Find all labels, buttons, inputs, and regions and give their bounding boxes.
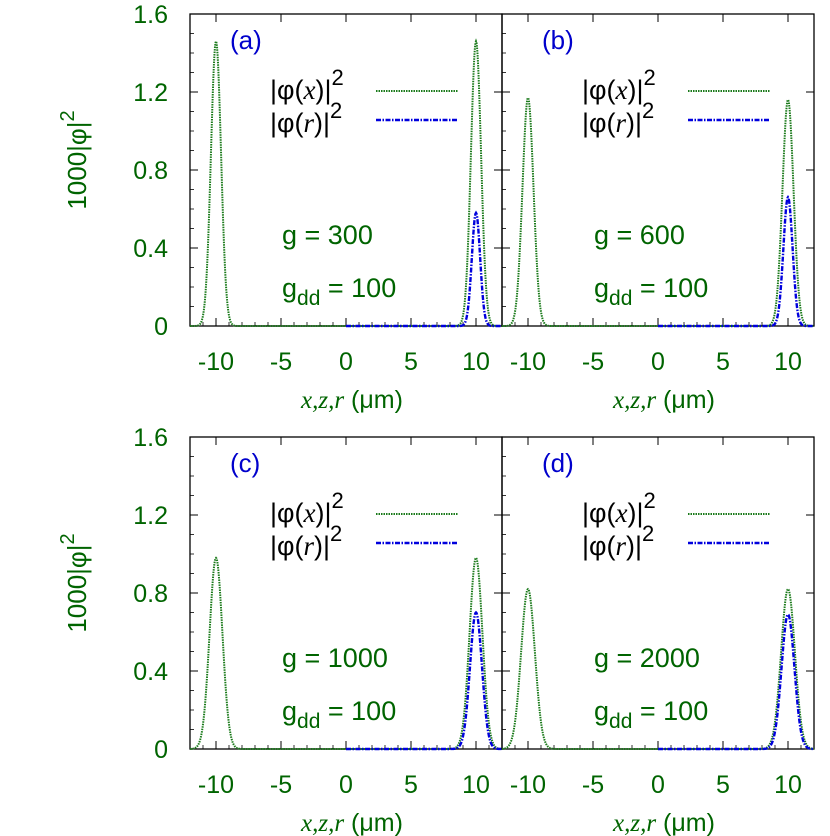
panel-label: (b) [542, 25, 574, 55]
y-tick-label: 0.8 [133, 157, 168, 185]
y-tick-label: 1.6 [133, 424, 168, 452]
legend-label-phi-r: |φ(r)|2 [582, 521, 654, 561]
panel-label: (a) [230, 25, 262, 55]
x-tick-label: -5 [270, 348, 292, 376]
legend-label-phi-x: |φ(x)|2 [582, 488, 656, 528]
legend: |φ(x)|2|φ(r)|2 [270, 488, 458, 561]
x-tick-label: -5 [582, 348, 604, 376]
x-tick-label: -5 [270, 771, 292, 799]
annotation-g: g = 2000 [594, 643, 700, 673]
annotation-g: g = 600 [594, 220, 685, 250]
x-tick-label: -10 [198, 348, 234, 376]
x-tick-label: 10 [774, 771, 802, 799]
x-axis-label: x,z,r (μm) [300, 809, 403, 836]
x-axis-label: x,z,r (μm) [300, 386, 403, 414]
y-tick-label: 0 [154, 313, 168, 341]
annotation-g: g = 1000 [282, 643, 388, 673]
x-tick-label: 5 [716, 348, 730, 376]
x-tick-label: 5 [404, 771, 418, 799]
y-tick-label: 1.6 [133, 1, 168, 29]
x-tick-label: 10 [774, 348, 802, 376]
panel-c: -10 -5 0 5 10 0 0.4 0.8 1.2 1.6 (c) |φ(x)|2|φ(r)|2 g… [57, 424, 503, 836]
x-tick-label: 10 [462, 348, 490, 376]
x-tick-label: 0 [651, 348, 665, 376]
y-axis-label: 1000|φ|2 [57, 110, 92, 209]
panel-d: -10 -5 0 5 10 (d) |φ(x)|2|φ(r)|2 g = 2000 gdd = … [501, 436, 815, 836]
x-tick-label: -5 [582, 771, 604, 799]
legend: |φ(x)|2|φ(r)|2 [582, 65, 770, 138]
y-tick-label: 0.8 [133, 580, 168, 608]
panel-label: (c) [230, 448, 260, 478]
legend-label-phi-x: |φ(x)|2 [582, 65, 656, 105]
x-tick-label: 0 [651, 771, 665, 799]
panel-a: -10 -5 0 5 10 0 0.4 0.8 1.2 1.6 (a) |φ(x)|2|φ(r)|2 g… [57, 1, 503, 414]
y-tick-label: 0.4 [133, 235, 168, 263]
x-tick-label: 0 [339, 348, 353, 376]
annotation-gdd: gdd = 100 [282, 696, 396, 733]
x-axis-label: x,z,r (μm) [612, 809, 715, 836]
legend-label-phi-r: |φ(r)|2 [270, 98, 342, 138]
annotation-gdd: gdd = 100 [594, 696, 708, 733]
x-tick-label: 0 [339, 771, 353, 799]
x-tick-label: -10 [510, 771, 546, 799]
series-line-phi-r [658, 195, 814, 328]
legend: |φ(x)|2|φ(r)|2 [270, 65, 458, 138]
x-tick-label: 10 [462, 771, 490, 799]
annotation-gdd: gdd = 100 [594, 273, 708, 310]
x-tick-label: -10 [510, 348, 546, 376]
y-tick-label: 0 [154, 736, 168, 764]
y-tick-label: 1.2 [133, 502, 168, 530]
panel-label: (d) [542, 448, 574, 478]
panel-b: -10 -5 0 5 10 (b) |φ(x)|2|φ(r)|2 g = 600 gdd = 1… [501, 13, 815, 414]
x-tick-label: -10 [198, 771, 234, 799]
y-tick-label: 0.4 [133, 658, 168, 686]
series-line-phi-r [346, 210, 502, 328]
series-line-phi-r [346, 610, 503, 751]
x-axis-label: x,z,r (μm) [612, 386, 715, 414]
annotation-g: g = 300 [282, 220, 373, 250]
series-line-phi-r [658, 612, 815, 751]
y-axis-label: 1000|φ|2 [57, 533, 92, 632]
x-tick-label: 5 [404, 348, 418, 376]
legend-label-phi-r: |φ(r)|2 [582, 98, 654, 138]
series-line-phi-x [501, 587, 815, 750]
legend: |φ(x)|2|φ(r)|2 [582, 488, 770, 561]
annotation-gdd: gdd = 100 [282, 273, 396, 310]
x-tick-label: 5 [716, 771, 730, 799]
legend-label-phi-r: |φ(r)|2 [270, 521, 342, 561]
legend-label-phi-x: |φ(x)|2 [270, 65, 344, 105]
legend-label-phi-x: |φ(x)|2 [270, 488, 344, 528]
y-tick-label: 1.2 [133, 79, 168, 107]
